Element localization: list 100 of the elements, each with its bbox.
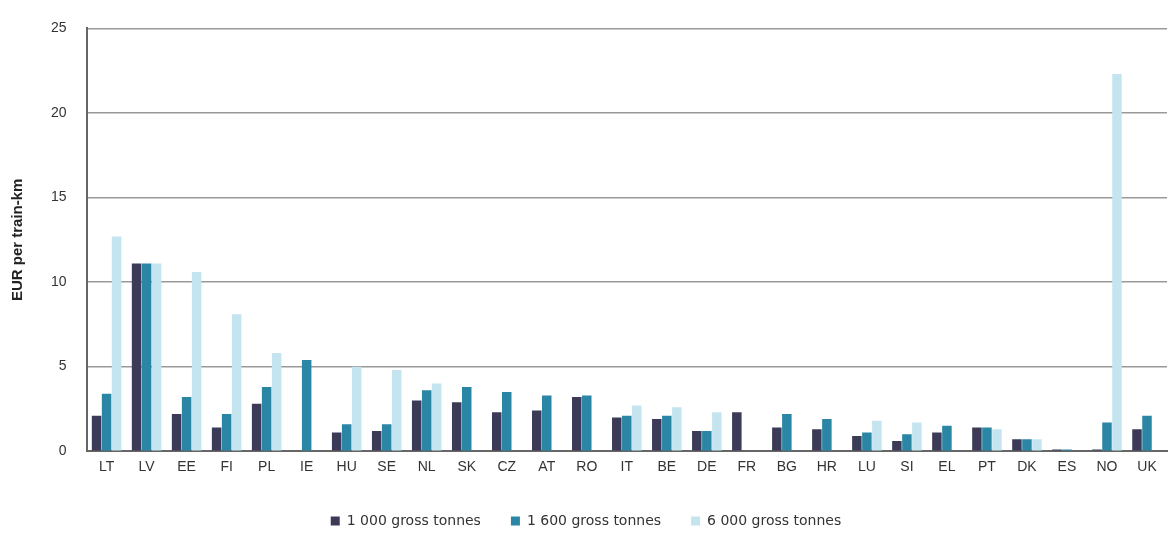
bar — [501, 392, 512, 451]
bar — [91, 415, 102, 451]
bar — [101, 393, 112, 451]
bar — [341, 424, 352, 451]
bar — [692, 430, 702, 451]
x-tick-label: PT — [977, 458, 997, 475]
bar — [261, 386, 272, 451]
bar — [111, 236, 122, 451]
bar — [622, 415, 632, 451]
bar — [431, 383, 442, 451]
x-tick-label: ES — [1057, 458, 1077, 475]
bar — [902, 434, 912, 451]
x-tick-label: IE — [300, 458, 314, 475]
x-tick-label: SE — [377, 458, 397, 475]
bar — [992, 429, 1002, 451]
bar — [371, 430, 382, 451]
x-tick-label: AT — [538, 458, 556, 475]
x-tick-label: HU — [336, 458, 357, 475]
bar — [712, 412, 722, 451]
x-tick-label: RO — [576, 458, 598, 475]
x-tick-label: DK — [1017, 458, 1038, 475]
bar — [1142, 415, 1152, 451]
bar — [491, 412, 502, 451]
bar — [151, 263, 162, 451]
bar — [301, 359, 312, 451]
bar — [532, 410, 542, 451]
legend-label: 6 000 gross tonnes — [707, 511, 842, 528]
y-tick-label: 20 — [50, 103, 67, 120]
bar — [972, 427, 982, 451]
bar — [1132, 429, 1142, 451]
y-axis-title: EUR per train-km — [8, 178, 26, 302]
x-tick-label: NO — [1096, 458, 1118, 475]
bar — [1032, 439, 1042, 451]
bar — [582, 395, 592, 451]
bar — [381, 424, 392, 451]
x-tick-label: LU — [857, 458, 876, 475]
x-tick-label: IT — [620, 458, 634, 475]
bar — [772, 427, 782, 451]
bar — [171, 413, 182, 451]
x-tick-label: EL — [938, 458, 956, 475]
bar — [391, 370, 402, 451]
bar — [271, 353, 282, 451]
bar — [1102, 422, 1112, 451]
x-tick-label: CZ — [497, 458, 517, 475]
x-tick-label: BG — [776, 458, 797, 475]
x-tick-label: LT — [98, 458, 115, 475]
bar — [572, 397, 582, 451]
bar — [662, 415, 672, 451]
y-tick-label: 25 — [50, 19, 67, 36]
bar — [221, 413, 232, 451]
x-tick-label: SI — [900, 458, 914, 475]
bar — [702, 430, 712, 451]
bar — [732, 412, 742, 451]
bar — [632, 405, 642, 451]
bar — [1022, 439, 1032, 451]
bar — [852, 435, 862, 451]
bar — [612, 417, 622, 451]
bar — [872, 420, 882, 451]
x-tick-label: FI — [220, 458, 233, 475]
bar — [251, 403, 262, 451]
x-tick-label: LV — [138, 458, 156, 475]
bar — [912, 422, 922, 451]
bar — [181, 397, 192, 451]
bar — [672, 407, 682, 451]
bar — [932, 432, 942, 451]
legend-label: 1 000 gross tonnes — [346, 511, 481, 528]
x-tick-label: FR — [737, 458, 757, 475]
x-tick-label: UK — [1137, 458, 1158, 475]
bar — [191, 271, 202, 451]
bar — [862, 432, 872, 451]
bar — [411, 400, 422, 451]
bar — [451, 402, 462, 451]
y-tick-label: 10 — [50, 272, 67, 289]
x-tick-label: SK — [457, 458, 477, 475]
x-tick-label: EE — [177, 458, 196, 475]
bar — [942, 425, 952, 451]
bar — [211, 427, 222, 451]
x-tick-label: NL — [417, 458, 436, 475]
bar — [421, 390, 432, 451]
x-tick-label: HR — [816, 458, 837, 475]
bar — [351, 366, 362, 451]
bar — [982, 427, 992, 451]
bar — [131, 263, 142, 451]
bar — [1112, 74, 1122, 451]
bar — [812, 429, 822, 451]
bar — [1012, 439, 1022, 451]
legend-label: 1 600 gross tonnes — [526, 511, 662, 528]
x-tick-label: BE — [657, 458, 677, 475]
bar — [782, 413, 792, 451]
bar — [231, 314, 242, 451]
bar — [892, 441, 902, 451]
bar — [141, 263, 152, 451]
x-tick-label: PL — [258, 458, 276, 475]
bar — [652, 419, 662, 451]
bar — [331, 432, 342, 451]
bar — [542, 395, 552, 451]
x-tick-label: DE — [697, 458, 717, 475]
bar — [822, 419, 832, 451]
y-tick-label: 15 — [50, 188, 67, 205]
y-tick-label: 0 — [58, 442, 67, 459]
